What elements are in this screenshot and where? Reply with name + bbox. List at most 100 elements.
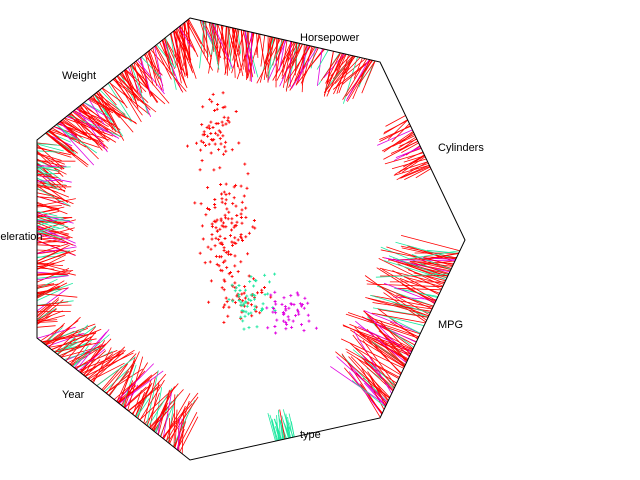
edge-glyph-line bbox=[400, 161, 428, 171]
edge-glyph-line bbox=[169, 33, 187, 86]
edge-glyph-line bbox=[63, 346, 105, 360]
data-point bbox=[223, 213, 227, 217]
edge-glyph-line bbox=[359, 60, 376, 84]
edge-glyph-line bbox=[36, 319, 58, 322]
data-point bbox=[224, 182, 228, 186]
edge-glyph-line bbox=[48, 316, 81, 348]
edge-glyph-line bbox=[401, 142, 419, 154]
edge-glyph-line bbox=[342, 58, 368, 100]
data-point bbox=[200, 224, 204, 228]
data-point bbox=[227, 120, 231, 124]
edge-glyph-line bbox=[36, 304, 72, 306]
data-point bbox=[230, 228, 233, 232]
edge-glyph-line bbox=[73, 110, 120, 139]
data-point bbox=[294, 314, 298, 318]
data-point bbox=[268, 280, 271, 284]
data-point bbox=[240, 200, 244, 204]
edge-glyph-line bbox=[291, 47, 318, 89]
data-point bbox=[231, 299, 235, 303]
edge-glyph-line bbox=[391, 158, 427, 170]
data-point bbox=[208, 260, 212, 264]
edge-glyph-line bbox=[401, 156, 426, 173]
edge-glyph-line bbox=[244, 30, 256, 74]
edge-glyph-line bbox=[289, 46, 316, 91]
edge-glyph-line bbox=[388, 255, 448, 279]
anchor-label-mpg: MPG bbox=[438, 319, 463, 331]
data-point bbox=[210, 233, 214, 237]
data-point bbox=[214, 254, 218, 258]
data-point bbox=[303, 296, 307, 300]
edge-glyph-line bbox=[109, 81, 128, 109]
data-point bbox=[280, 302, 284, 306]
edge-glyph-line bbox=[36, 268, 70, 283]
data-point bbox=[209, 132, 213, 135]
edge-glyph-line bbox=[36, 225, 73, 239]
data-point bbox=[211, 126, 215, 129]
data-point bbox=[255, 325, 259, 329]
edge-glyph-line bbox=[36, 315, 65, 323]
data-point bbox=[221, 106, 225, 110]
data-point bbox=[231, 243, 234, 247]
edge-glyph-line bbox=[410, 261, 450, 274]
edge-glyph-line bbox=[158, 389, 170, 435]
data-point bbox=[231, 202, 235, 206]
edge-glyph-line bbox=[349, 329, 405, 368]
anchor-label-horsepower: Horsepower bbox=[300, 32, 360, 44]
radviz-polygon bbox=[36, 17, 466, 461]
data-point bbox=[216, 122, 220, 125]
data-point bbox=[204, 143, 207, 147]
edge-glyph-line bbox=[36, 187, 71, 207]
data-point bbox=[205, 126, 209, 130]
data-point bbox=[245, 294, 249, 298]
data-point bbox=[274, 311, 278, 315]
edge-glyph-line bbox=[383, 119, 408, 135]
edge-glyph-line bbox=[400, 166, 430, 179]
edge-glyph-line bbox=[335, 351, 390, 399]
edge-glyph-line bbox=[53, 126, 92, 141]
data-point bbox=[252, 219, 256, 222]
edge-glyph-line bbox=[392, 270, 440, 295]
edge-glyph-line bbox=[134, 61, 170, 104]
edge-glyph-line bbox=[232, 27, 244, 77]
edge-glyph-line bbox=[36, 310, 64, 322]
edge-glyph-line bbox=[356, 331, 409, 360]
data-point bbox=[273, 290, 277, 294]
edge-glyph-line bbox=[211, 23, 219, 54]
edge-glyph-line bbox=[235, 28, 241, 56]
data-point bbox=[273, 309, 277, 313]
edge-glyph-line bbox=[399, 138, 418, 147]
data-point bbox=[249, 299, 253, 302]
data-point bbox=[301, 303, 304, 307]
edge-glyph-line bbox=[135, 60, 152, 79]
edge-glyph-line bbox=[227, 26, 241, 73]
edge-glyph-line bbox=[78, 348, 106, 372]
data-point bbox=[219, 219, 223, 223]
edge-glyph-line bbox=[70, 112, 103, 151]
data-point bbox=[244, 206, 248, 210]
data-point bbox=[222, 288, 226, 292]
data-point bbox=[314, 326, 318, 330]
edge-glyph-line bbox=[400, 235, 461, 252]
data-point bbox=[217, 148, 221, 152]
data-point bbox=[227, 298, 231, 302]
data-point bbox=[307, 319, 311, 323]
data-point bbox=[240, 221, 244, 225]
edge-glyph-line bbox=[141, 56, 162, 79]
data-point bbox=[225, 266, 229, 270]
edge-glyph-line bbox=[102, 87, 126, 105]
edge-glyph-line bbox=[109, 359, 137, 397]
edge-glyph-line bbox=[183, 22, 186, 66]
edge-glyph-line bbox=[85, 352, 134, 377]
data-point bbox=[227, 210, 231, 214]
edge-glyph-line bbox=[285, 43, 300, 91]
data-point bbox=[220, 120, 224, 124]
data-point bbox=[284, 320, 288, 324]
edge-glyph-line bbox=[375, 273, 449, 278]
edge-glyph-line bbox=[36, 301, 69, 307]
edge-glyph-line bbox=[116, 75, 133, 101]
data-point bbox=[220, 243, 224, 246]
data-point bbox=[199, 139, 203, 143]
data-point bbox=[217, 238, 221, 242]
data-point bbox=[212, 168, 216, 172]
edge-glyph-line bbox=[367, 297, 429, 317]
